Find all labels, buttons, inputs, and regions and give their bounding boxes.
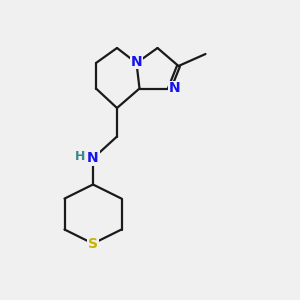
Text: H: H [75,150,85,163]
Text: N: N [131,55,142,68]
Text: N: N [169,82,181,95]
Text: S: S [88,237,98,250]
Text: N: N [87,152,99,165]
